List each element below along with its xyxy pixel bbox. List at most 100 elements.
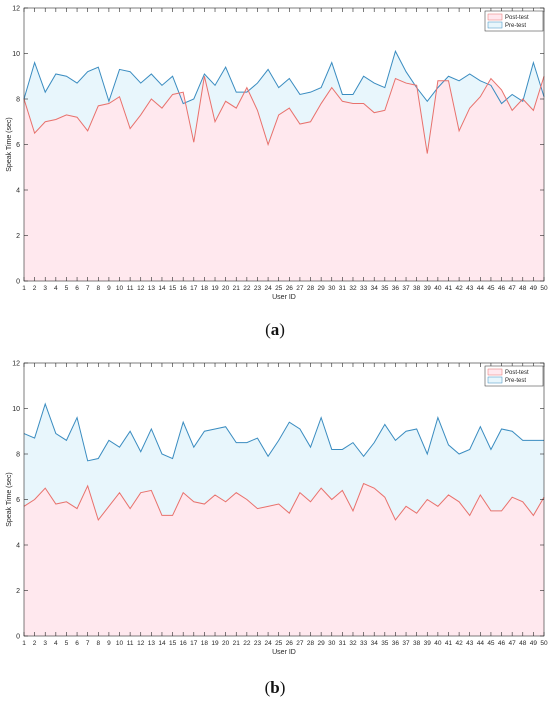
- pre-test-line: [23, 49, 545, 105]
- x-tick-label: 2: [33, 640, 37, 647]
- y-tick-label: 2: [16, 588, 20, 595]
- x-tick-label: 4: [54, 285, 58, 292]
- x-tick-label: 40: [434, 640, 442, 647]
- x-tick-label: 38: [413, 285, 421, 292]
- y-tick-label: 10: [12, 51, 20, 58]
- panel-label-a: (a): [265, 320, 285, 339]
- x-tick-label: 42: [455, 285, 463, 292]
- x-tick-label: 36: [392, 640, 400, 647]
- x-tick-label: 9: [107, 285, 111, 292]
- x-tick-label: 45: [487, 640, 495, 647]
- x-tick-label: 38: [413, 640, 421, 647]
- pre-test-line: [23, 402, 544, 462]
- x-tick-label: 26: [286, 640, 294, 647]
- x-tick-label: 27: [296, 285, 304, 292]
- y-tick-label: 12: [12, 6, 20, 13]
- x-tick-label: 21: [233, 285, 241, 292]
- x-tick-label: 9: [107, 640, 111, 647]
- legend-entry: Post-test: [505, 15, 529, 21]
- x-tick-label: 14: [158, 285, 166, 292]
- x-tick-label: 40: [434, 285, 442, 292]
- x-tick-label: 10: [116, 285, 124, 292]
- x-tick-label: 33: [360, 285, 368, 292]
- x-tick-label: 23: [254, 640, 262, 647]
- x-tick-label: 14: [158, 640, 166, 647]
- x-tick-label: 28: [307, 285, 315, 292]
- x-tick-label: 47: [509, 285, 517, 292]
- x-tick-label: 10: [116, 640, 124, 647]
- x-tick-label: 41: [445, 285, 453, 292]
- x-tick-label: 37: [402, 285, 410, 292]
- x-tick-label: 11: [127, 285, 134, 292]
- x-tick-label: 18: [201, 640, 209, 647]
- x-tick-label: 29: [318, 640, 326, 647]
- x-tick-label: 12: [137, 285, 145, 292]
- y-tick-label: 4: [16, 543, 20, 550]
- x-tick-label: 12: [137, 640, 145, 647]
- x-tick-label: 4: [54, 640, 58, 647]
- x-tick-label: 31: [339, 640, 347, 647]
- y-tick-label: 6: [16, 142, 20, 149]
- x-tick-label: 30: [328, 640, 336, 647]
- x-tick-label: 17: [190, 640, 198, 647]
- x-tick-label: 35: [381, 640, 389, 647]
- x-tick-label: 48: [519, 640, 527, 647]
- y-tick-label: 2: [16, 233, 20, 240]
- x-tick-label: 34: [371, 285, 379, 292]
- x-tick-label: 23: [254, 285, 262, 292]
- x-tick-label: 44: [477, 285, 485, 292]
- x-tick-label: 50: [540, 640, 548, 647]
- x-tick-label: 20: [222, 285, 230, 292]
- post-test-area: [24, 483, 544, 636]
- x-tick-label: 20: [222, 640, 230, 647]
- x-tick-label: 32: [349, 285, 357, 292]
- x-tick-label: 2: [33, 285, 37, 292]
- y-tick-label: 0: [16, 634, 20, 641]
- x-tick-label: 13: [148, 640, 156, 647]
- x-tick-label: 6: [75, 285, 79, 292]
- x-tick-label: 36: [392, 285, 400, 292]
- x-tick-label: 3: [43, 640, 47, 647]
- x-tick-label: 28: [307, 640, 315, 647]
- x-tick-label: 25: [275, 640, 283, 647]
- x-tick-label: 29: [318, 285, 326, 292]
- x-tick-label: 39: [424, 285, 432, 292]
- x-tick-label: 15: [169, 285, 177, 292]
- x-tick-label: 1: [22, 285, 26, 292]
- y-tick-label: 0: [16, 279, 20, 286]
- x-tick-label: 43: [466, 640, 474, 647]
- y-tick-label: 10: [12, 406, 20, 413]
- x-tick-label: 7: [86, 285, 90, 292]
- x-tick-label: 46: [498, 640, 506, 647]
- legend-swatch: [487, 368, 503, 376]
- x-tick-label: 3: [43, 285, 47, 292]
- x-tick-label: 5: [65, 285, 69, 292]
- x-tick-label: 37: [402, 640, 410, 647]
- x-axis-label: User ID: [272, 649, 296, 656]
- x-tick-label: 45: [487, 285, 495, 292]
- x-tick-label: 24: [264, 640, 272, 647]
- x-tick-label: 8: [96, 285, 100, 292]
- x-tick-label: 13: [148, 285, 156, 292]
- x-tick-label: 27: [296, 640, 304, 647]
- x-tick-label: 30: [328, 285, 336, 292]
- x-tick-label: 31: [339, 285, 347, 292]
- y-tick-label: 12: [12, 361, 20, 368]
- x-tick-label: 43: [466, 285, 474, 292]
- x-tick-label: 15: [169, 640, 177, 647]
- x-tick-label: 46: [498, 285, 506, 292]
- y-tick-label: 8: [16, 97, 20, 104]
- x-tick-label: 19: [211, 285, 219, 292]
- y-axis-label: Speak Time (sec): [6, 117, 13, 171]
- legend-swatch: [487, 21, 503, 29]
- x-tick-label: 25: [275, 285, 283, 292]
- x-tick-label: 6: [75, 640, 79, 647]
- x-tick-label: 35: [381, 285, 389, 292]
- x-tick-label: 8: [96, 640, 100, 647]
- y-tick-label: 4: [16, 188, 20, 195]
- x-tick-label: 48: [519, 285, 527, 292]
- x-tick-label: 34: [371, 640, 379, 647]
